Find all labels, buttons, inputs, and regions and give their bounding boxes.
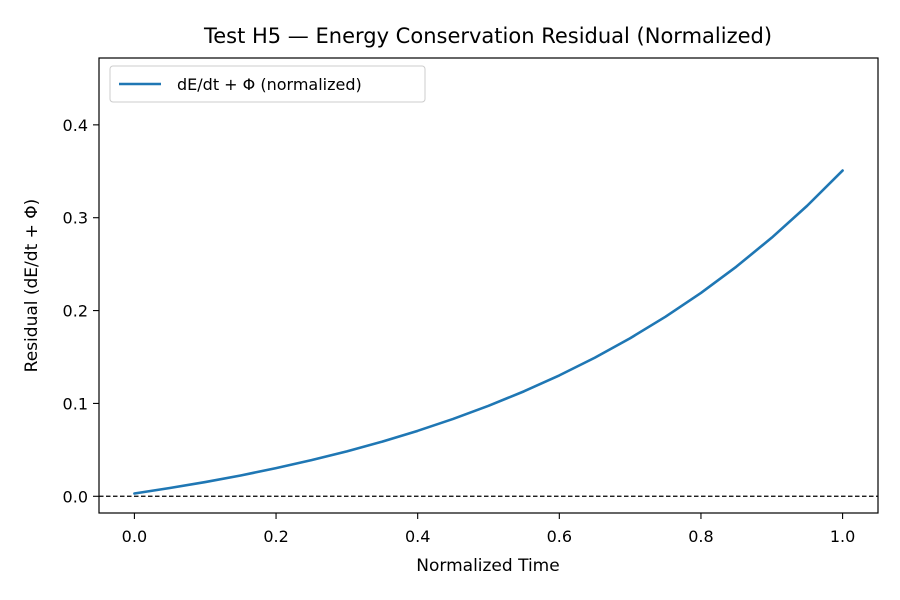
legend-box bbox=[109, 65, 426, 103]
x-tick-label: 0.8 bbox=[688, 527, 713, 546]
x-tick-label: 0.0 bbox=[122, 527, 147, 546]
y-tick-label: 0.0 bbox=[63, 487, 88, 506]
x-axis-label: Normalized Time bbox=[416, 556, 559, 576]
y-tick-label: 0.2 bbox=[63, 302, 88, 321]
x-tick-label: 1.0 bbox=[830, 527, 855, 546]
y-axis-ticks: 0.0 0.1 0.2 0.3 0.4 bbox=[63, 116, 99, 506]
plot-frame bbox=[98, 57, 879, 514]
y-tick-label: 0.4 bbox=[63, 116, 88, 135]
x-tick-label: 0.6 bbox=[547, 527, 572, 546]
x-tick-label: 0.4 bbox=[405, 527, 430, 546]
legend: dE/dt + Φ (normalized) bbox=[109, 65, 426, 103]
y-axis-label: Residual (dE/dt + Φ) bbox=[22, 199, 42, 373]
legend-label: dE/dt + Φ (normalized) bbox=[177, 75, 362, 94]
chart-title: Test H5 — Energy Conservation Residual (… bbox=[203, 24, 772, 48]
y-tick-label: 0.1 bbox=[63, 394, 88, 413]
y-tick-label: 0.3 bbox=[63, 209, 88, 228]
plot-area bbox=[99, 58, 878, 513]
series-line-0 bbox=[133, 169, 844, 495]
plot-marks bbox=[99, 169, 878, 497]
x-axis-ticks: 0.0 0.2 0.4 0.6 0.8 1.0 bbox=[122, 513, 855, 546]
x-tick-label: 0.2 bbox=[263, 527, 288, 546]
